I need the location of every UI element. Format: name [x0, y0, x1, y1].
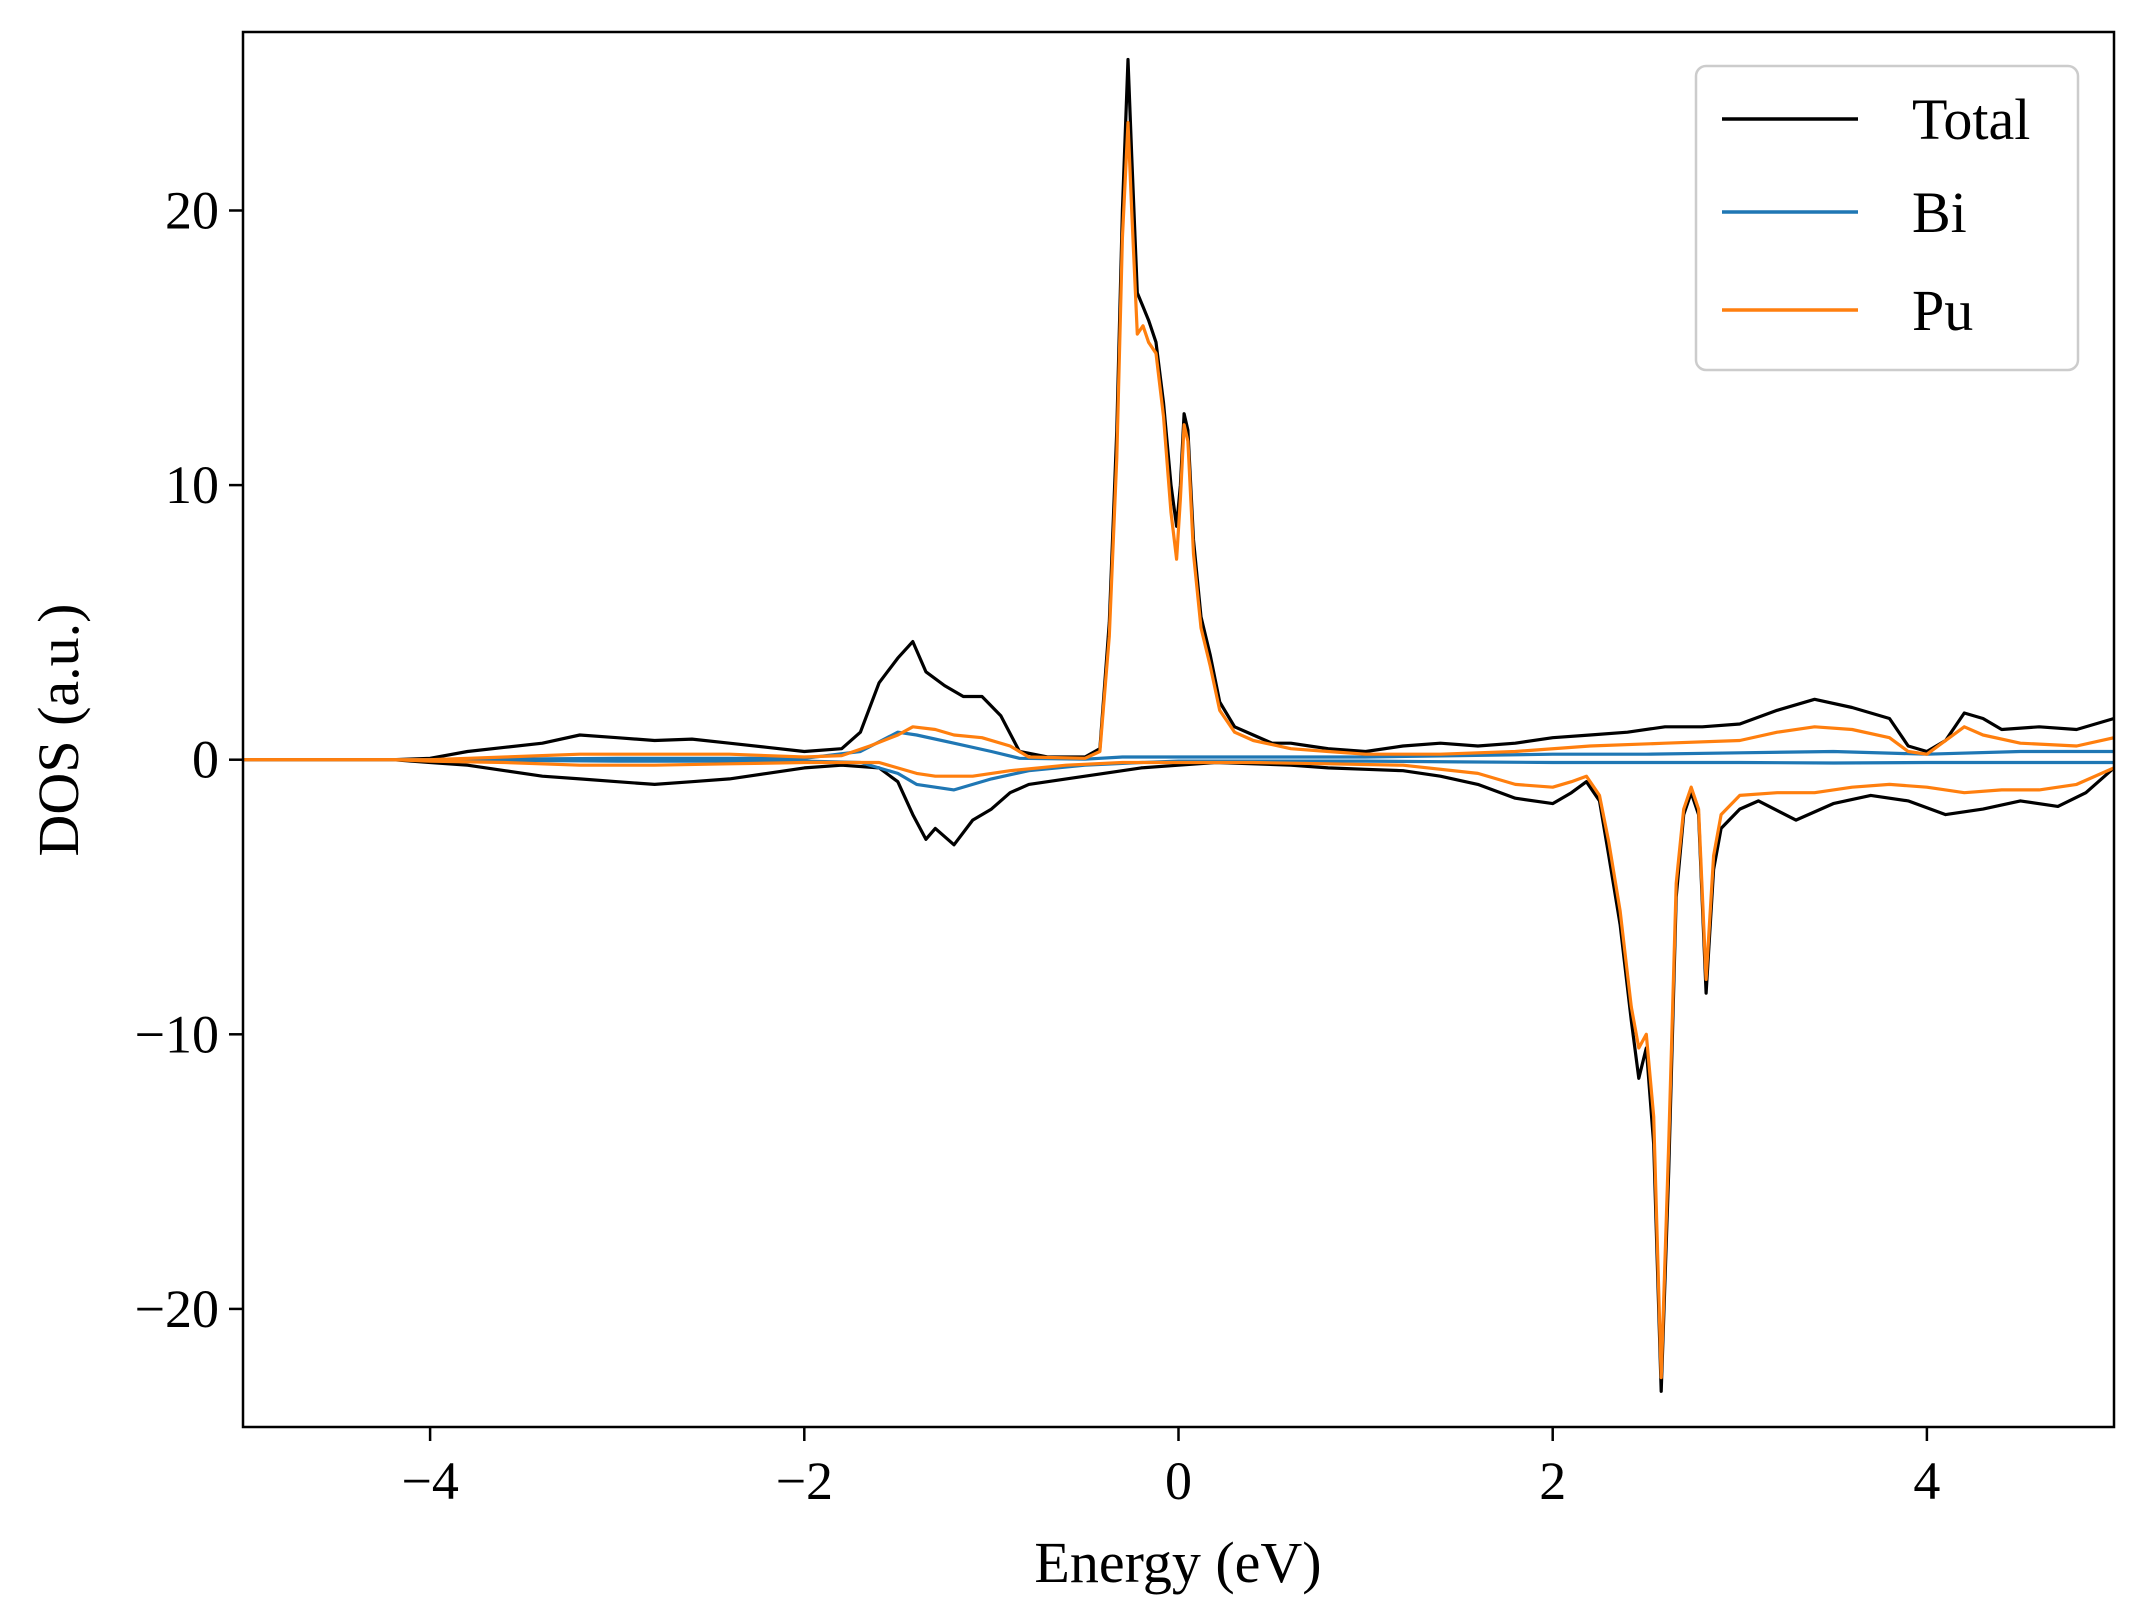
- y-tick-label: 20: [165, 180, 219, 240]
- series-pu-down: [243, 758, 2114, 1380]
- x-tick-label: −4: [401, 1451, 458, 1511]
- series-pu-up: [243, 120, 2114, 762]
- x-tick-label: 0: [1165, 1451, 1192, 1511]
- x-tick-label: 2: [1539, 1451, 1566, 1511]
- legend-box: [1694, 64, 2080, 372]
- y-tick-label: −20: [135, 1279, 219, 1339]
- y-tick-label: −10: [135, 1004, 219, 1064]
- series-total-down: [243, 758, 2114, 1393]
- x-axis-title: Energy (eV): [1034, 1530, 1321, 1595]
- series-total-up: [243, 57, 2114, 762]
- series-layer: [243, 57, 2114, 1393]
- legend: Total Bi Pu: [1694, 64, 2080, 372]
- x-tick-label: 4: [1913, 1451, 1940, 1511]
- series-bi-up: [243, 730, 2114, 762]
- legend-label-bi: Bi: [1912, 180, 1967, 245]
- legend-label-total: Total: [1912, 87, 2030, 152]
- x-tick-label: −2: [776, 1451, 833, 1511]
- y-tick-label: 0: [192, 730, 219, 790]
- y-axis-ticks: −20 −10 0 10 20: [135, 180, 243, 1339]
- legend-label-pu: Pu: [1912, 278, 1973, 343]
- y-axis-title: DOS (a.u.): [26, 604, 91, 857]
- y-tick-label: 10: [165, 455, 219, 515]
- x-axis-ticks: −4 −2 0 2 4: [401, 1427, 1940, 1511]
